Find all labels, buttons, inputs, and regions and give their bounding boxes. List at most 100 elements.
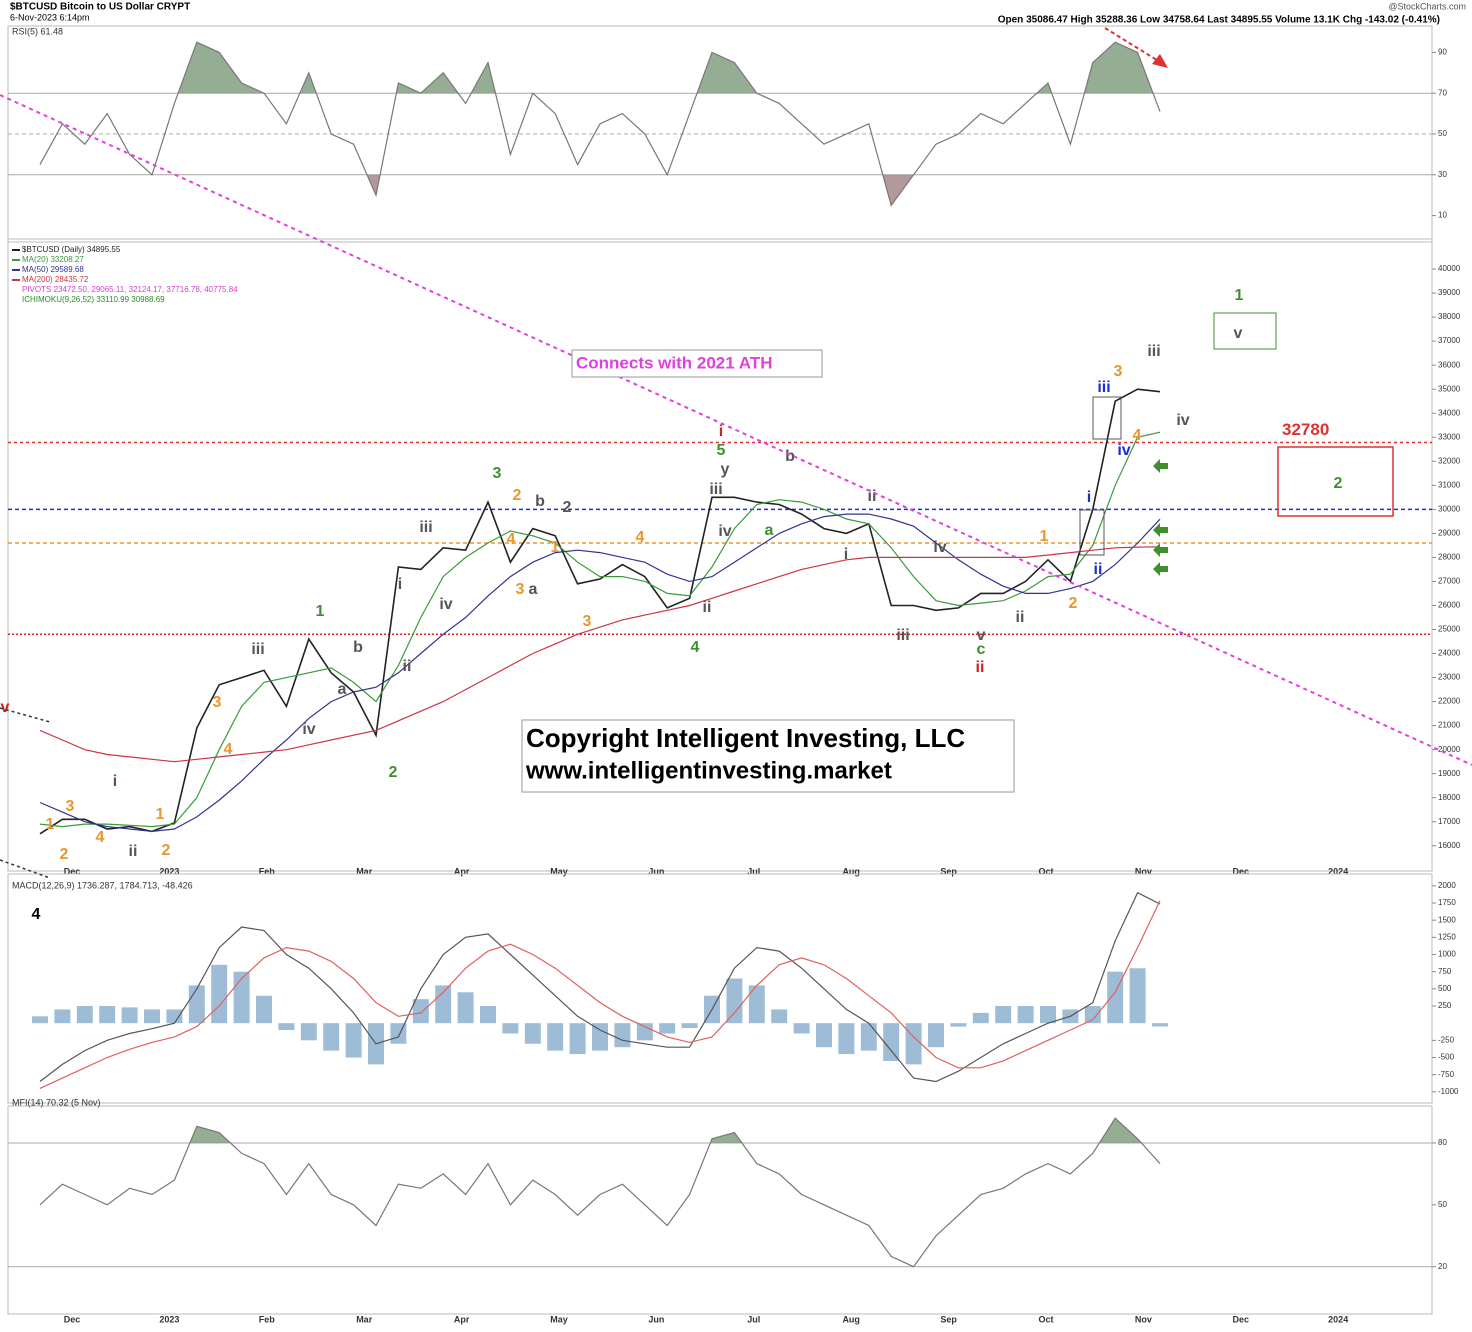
wave-label: v [1234,325,1243,342]
histogram-bar [547,1023,564,1051]
x-tick-label: Nov [1135,1314,1152,1324]
wave-label: iv [933,539,946,556]
box [1092,396,1122,440]
wave-label: 4 [1133,427,1142,444]
y-tick-label: 2000 [1438,881,1456,890]
y-tick-label: 36000 [1438,360,1461,369]
y-tick-label: 29000 [1438,528,1461,537]
y-tick-label: 50 [1438,129,1447,138]
histogram-bar [1129,968,1146,1024]
y-tick-label: 27000 [1438,577,1461,586]
y-tick-label: 38000 [1438,312,1461,321]
wave-label: iv [1117,442,1130,459]
copyright-url: www.intelligentinvesting.market [525,757,892,784]
y-tick-label: 37000 [1438,336,1461,345]
x-tick-label: Jul [747,1314,760,1324]
wave-label: iii [419,519,432,536]
series-line [39,1117,1161,1268]
histogram-bar [211,964,228,1024]
arrows [1153,459,1168,576]
y-tick-label: 18000 [1438,793,1461,802]
histogram-bar [76,1006,93,1024]
histogram-bar [681,1023,698,1028]
histogram-bar [972,1012,989,1024]
copyright-box [521,719,1015,793]
y-tick-label: 80 [1438,1138,1447,1147]
wave-label: 4 [691,639,700,656]
x-tick-label: Sep [940,1314,957,1324]
x-tick-label: May [550,1314,568,1324]
quote: Open 35086.47 High 35288.36 Low 34758.64… [998,15,1440,26]
wave-label: 3 [583,613,592,630]
wave-label: 3 [493,465,502,482]
x-tick-label: Oct [1038,1314,1053,1324]
x-tick-label: Feb [259,1314,276,1324]
histogram-bar [1017,1006,1034,1024]
y-tick-label: 39000 [1438,288,1461,297]
histogram-bar [300,1023,317,1041]
series-line [39,513,1161,833]
histogram-bar [435,985,452,1024]
wave-label: 2 [162,842,171,859]
wave-label: 3 [1114,363,1123,380]
y-tick-label: 70 [1438,88,1447,97]
y-tick-label: 35000 [1438,384,1461,393]
histogram-bar [726,978,743,1024]
histogram-bar [99,1006,116,1024]
y-tick-label: 19000 [1438,769,1461,778]
wave-label: 2 [513,487,522,504]
wave-label: y [721,461,730,478]
histogram-bar [748,985,765,1024]
trendline [0,859,51,879]
y-tick-label: 32000 [1438,456,1461,465]
y-tick-label: 1000 [1438,950,1456,959]
x-tick-label: Jun [648,1314,664,1324]
x-tick-label: Dec [64,866,81,876]
wave-label: i [719,423,723,440]
x-tick-label: Nov [1135,866,1152,876]
x-tick-label: Aug [842,866,860,876]
x-tick-label: 2023 [159,866,179,876]
histogram-bar [1084,1006,1101,1024]
wave-label: 1 [1235,287,1244,304]
series-line [39,388,1161,835]
histogram-bar [1152,1023,1168,1027]
wave-label: a [529,581,538,598]
y-tick-label: 250 [1438,1001,1452,1010]
wave-label: ii [703,599,712,616]
arrow [1153,543,1168,557]
histogram-bar [614,1023,631,1048]
wave-label: 1 [1040,528,1049,545]
legend-entry: $BTCUSD (Daily) 34895.55 [22,245,121,254]
histogram-bar [54,1009,71,1024]
series-line [39,546,1161,763]
series-line [39,41,1161,207]
x-tick-label: Apr [454,1314,470,1324]
series-line [39,431,1161,828]
y-tick-label: 1250 [1438,932,1456,941]
histogram-bar [345,1023,362,1058]
y-tick-label: 16000 [1438,841,1461,850]
y-tick-label: 50 [1438,1200,1447,1209]
arrow [1104,27,1161,63]
panel-title: MACD(12,26,9) 1736.287, 1784.713, -48.42… [12,880,193,890]
panel-title: MFI(14) 70.32 (5 Nov) [12,1097,101,1107]
arrow-head [1152,54,1168,68]
wave-label: i [844,546,848,563]
wave-label: 3 [213,694,222,711]
wave-label: b [535,493,545,510]
legend-entry: MA(20) 33208.27 [22,255,84,264]
wave-label: iv [718,523,731,540]
histogram-bar [412,999,429,1024]
y-tick-label: 26000 [1438,601,1461,610]
x-tick-label: Dec [1233,1314,1250,1324]
y-tick-label: -500 [1438,1053,1455,1062]
y-tick-label: 30000 [1438,504,1461,513]
histogram-bar [502,1023,519,1034]
wave-label: ii [129,843,138,860]
x-tick-label: Jun [648,866,664,876]
histogram-bar [816,1023,832,1048]
y-tick-label: 20000 [1438,745,1461,754]
